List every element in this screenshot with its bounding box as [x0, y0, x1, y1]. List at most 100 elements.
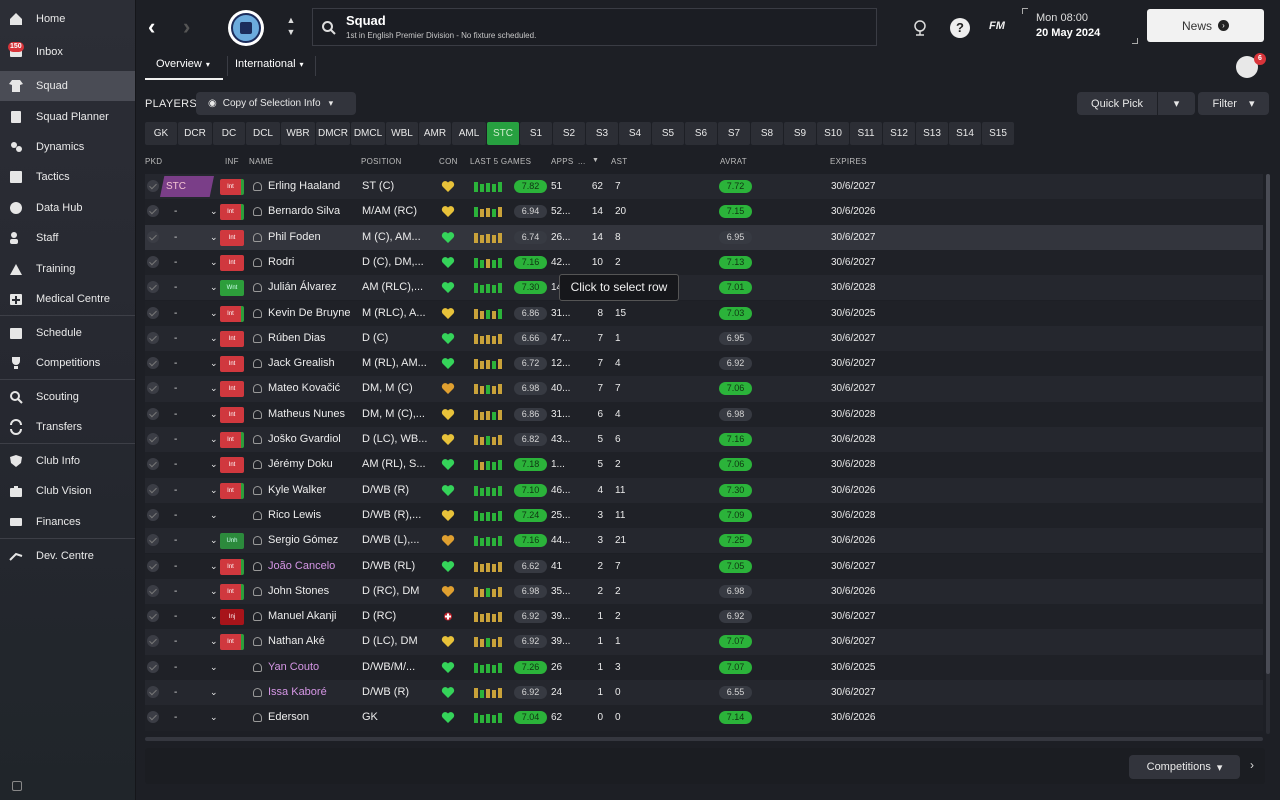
info-badge[interactable]: Int: [220, 634, 244, 651]
table-row[interactable]: - ⌄ Int Rúben Dias D (C) 6.66 47... 7 1 6.95 30/6/…: [145, 325, 1263, 352]
picked-checkbox[interactable]: [147, 711, 159, 724]
player-name[interactable]: Manuel Akanji: [268, 610, 337, 623]
picked-checkbox[interactable]: [147, 230, 159, 243]
table-row[interactable]: - ⌄ Int Mateo Kovačić DM, M (C) 6.98 40... 7 7 7.…: [145, 376, 1263, 402]
position-filter-dcl[interactable]: DCL: [246, 122, 280, 145]
sidebar-item-staff[interactable]: Staff: [0, 223, 135, 253]
player-name[interactable]: Mateo Kovačić: [268, 382, 341, 395]
table-row[interactable]: - ⌄ Int João Cancelo D/WB (RL) 6.62 41 2 7 7.05 30…: [145, 553, 1263, 579]
position-filter-s8[interactable]: S8: [751, 122, 783, 145]
player-name[interactable]: Joško Gvardiol: [268, 433, 341, 445]
table-row[interactable]: STC ⌄ Int Erling Haaland ST (C) 7.82 51 62 7 7.72…: [145, 174, 1263, 200]
sidebar-item-schedule[interactable]: Schedule: [0, 318, 135, 348]
player-name[interactable]: Rico Lewis: [268, 508, 322, 521]
position-filter-s14[interactable]: S14: [949, 122, 981, 145]
picked-checkbox[interactable]: [147, 281, 159, 294]
info-badge[interactable]: Int: [220, 381, 244, 398]
picked-checkbox[interactable]: [147, 331, 159, 344]
col-avrat[interactable]: AVRAT: [720, 157, 747, 166]
info-badge[interactable]: Int: [220, 254, 244, 271]
info-badge[interactable]: Int: [220, 406, 244, 423]
selection-dropdown[interactable]: - ⌄: [160, 227, 218, 248]
position-filter-s10[interactable]: S10: [817, 122, 849, 145]
player-name[interactable]: Kyle Walker: [268, 483, 327, 496]
selection-dropdown[interactable]: - ⌄: [160, 657, 218, 678]
player-name[interactable]: Phil Foden: [268, 230, 321, 243]
tab-overview[interactable]: Overview ▾: [156, 58, 210, 70]
position-filter-dmcr[interactable]: DMCR: [316, 122, 350, 145]
picked-checkbox[interactable]: [147, 180, 159, 192]
sidebar-item-club-vision[interactable]: Club Vision: [0, 476, 135, 506]
manager-avatar-icon[interactable]: [1236, 56, 1258, 78]
player-name[interactable]: Jérémy Doku: [268, 458, 333, 471]
horizontal-scrollbar[interactable]: [145, 737, 1263, 741]
game-date[interactable]: Mon 08:00 20 May 2024: [1022, 8, 1138, 44]
search-icon[interactable]: [321, 20, 337, 36]
sidebar-item-home[interactable]: Home: [0, 4, 135, 34]
selection-dropdown[interactable]: - ⌄: [160, 303, 218, 324]
club-crest[interactable]: [228, 10, 264, 46]
table-row[interactable]: - ⌄ Int Matheus Nunes DM, M (C),... 6.86 31...…: [145, 401, 1263, 427]
table-row[interactable]: - ⌄ Unh Sergio Gómez D/WB (L),... 7.16 44... 3 2…: [145, 528, 1263, 554]
col-inf[interactable]: INF: [225, 157, 239, 166]
position-filter-s7[interactable]: S7: [718, 122, 750, 145]
player-name[interactable]: Ederson: [268, 711, 309, 724]
sidebar-item-scouting[interactable]: Scouting: [0, 382, 135, 412]
info-badge[interactable]: Int: [220, 457, 244, 474]
picked-checkbox[interactable]: [147, 205, 159, 218]
globe-icon[interactable]: [910, 18, 930, 38]
col-last5[interactable]: LAST 5 GAMES: [470, 157, 532, 166]
selection-dropdown[interactable]: - ⌄: [160, 707, 218, 728]
position-filter-s2[interactable]: S2: [553, 122, 585, 145]
table-row[interactable]: - ⌄ Int Kevin De Bruyne M (RLC), A... 6.86 31.…: [145, 300, 1263, 326]
position-filter-stc[interactable]: STC: [487, 122, 519, 145]
position-filter-dcr[interactable]: DCR: [178, 122, 212, 145]
quick-pick-button[interactable]: Quick Pick: [1077, 92, 1157, 115]
picked-checkbox[interactable]: [147, 407, 159, 420]
info-badge[interactable]: Int: [220, 305, 244, 322]
picked-checkbox[interactable]: [147, 686, 159, 698]
player-name[interactable]: Rúben Dias: [268, 331, 326, 344]
settings-icon[interactable]: [12, 781, 22, 791]
col-ast[interactable]: AST: [611, 157, 628, 166]
sidebar-item-training[interactable]: Training: [0, 254, 135, 284]
position-filter-s4[interactable]: S4: [619, 122, 651, 145]
club-switch-arrows[interactable]: ▲ ▼: [286, 15, 296, 37]
player-name[interactable]: Issa Kaboré: [268, 686, 327, 698]
table-row[interactable]: - ⌄ Int Nathan Aké D (LC), DM 6.92 39... 1 1 7.07…: [145, 629, 1263, 655]
table-row[interactable]: - ⌄ Issa Kaboré D/WB (R) 6.92 24 1 0 6.55 30/6/20…: [145, 680, 1263, 706]
picked-checkbox[interactable]: [147, 584, 159, 597]
news-button[interactable]: News ›: [1147, 9, 1264, 42]
fm-logo[interactable]: FM: [989, 20, 1005, 32]
forward-arrow-icon[interactable]: ›: [183, 14, 191, 39]
selection-dropdown[interactable]: - ⌄: [160, 378, 218, 399]
info-badge[interactable]: Int: [220, 558, 244, 575]
info-badge[interactable]: Unh: [220, 533, 244, 550]
position-filter-gk[interactable]: GK: [145, 122, 177, 145]
table-row[interactable]: - ⌄ Yan Couto D/WB/M/... 7.26 26 1 3 7.07 30/6/20…: [145, 654, 1263, 680]
sidebar-item-inbox[interactable]: 150 Inbox: [0, 37, 135, 67]
selection-dropdown[interactable]: - ⌄: [160, 505, 218, 526]
picked-checkbox[interactable]: [147, 508, 159, 521]
info-badge[interactable]: Int: [220, 179, 244, 195]
table-row[interactable]: - ⌄ Int Jack Grealish M (RL), AM... 6.72 12...…: [145, 351, 1263, 377]
position-filter-dc[interactable]: DC: [213, 122, 245, 145]
table-row[interactable]: - ⌄ Int John Stones D (RC), DM 6.98 35... 2 2 6.9…: [145, 578, 1263, 605]
info-badge[interactable]: Wnt: [220, 280, 244, 297]
sidebar-item-transfers[interactable]: Transfers: [0, 412, 135, 442]
position-filter-s15[interactable]: S15: [982, 122, 1014, 145]
table-row[interactable]: - ⌄ Inj Manuel Akanji D (RC) 6.92 39... 1 2 6.92 3…: [145, 604, 1263, 630]
player-name[interactable]: John Stones: [268, 584, 330, 597]
selection-dropdown[interactable]: - ⌄: [160, 606, 218, 627]
col-pkd[interactable]: PKD: [145, 157, 163, 166]
sidebar-item-dynamics[interactable]: Dynamics: [0, 132, 135, 162]
help-icon[interactable]: ?: [950, 18, 970, 38]
filter-button[interactable]: Filter ▾: [1198, 92, 1269, 115]
selection-dropdown[interactable]: STC ⌄: [160, 176, 214, 197]
col-gls[interactable]: ...: [578, 157, 586, 166]
selection-dropdown[interactable]: - ⌄: [160, 480, 218, 501]
picked-checkbox[interactable]: [147, 306, 159, 319]
table-row[interactable]: - ⌄ Int Rodri D (C), DM,... 7.16 42... 10 2 7.13 3…: [145, 249, 1263, 276]
picked-checkbox[interactable]: [147, 458, 159, 471]
